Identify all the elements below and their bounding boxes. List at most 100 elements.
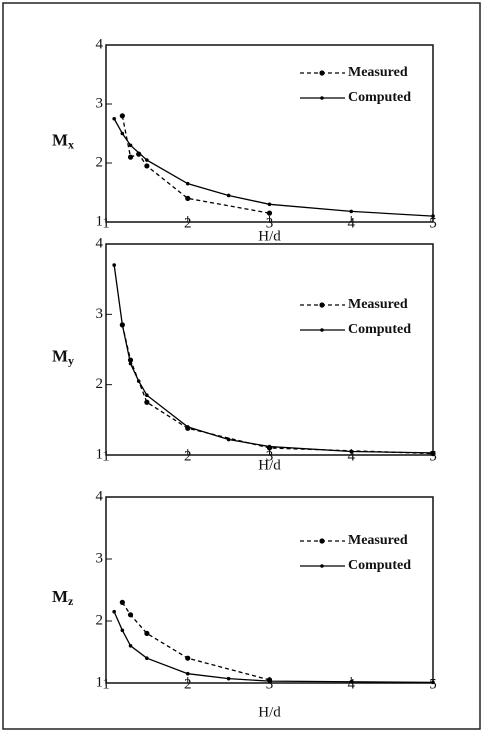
x-tick-label: 2: [184, 215, 192, 231]
point: [128, 644, 133, 648]
y-tick-label: 2: [96, 154, 104, 170]
point: [267, 444, 272, 449]
x-tick-label: 1: [102, 215, 110, 231]
point: [266, 210, 273, 216]
x-tick-label: 3: [266, 448, 274, 464]
y-axis-label-main: M: [52, 130, 68, 149]
point: [267, 202, 272, 207]
y-tick-label: 3: [96, 306, 104, 322]
point: [144, 399, 150, 405]
y-tick-label: 1: [96, 674, 104, 690]
point: [145, 393, 149, 398]
point: [226, 676, 231, 681]
y-tick-label: 1: [96, 213, 104, 229]
point: [127, 612, 134, 618]
legend-marker: [319, 538, 325, 544]
series-line: [121, 602, 270, 681]
point: [144, 163, 150, 169]
point: [226, 437, 231, 442]
point: [145, 656, 149, 660]
x-tick-label: 1: [102, 448, 110, 464]
point: [145, 158, 149, 162]
y-tick-label: 4: [96, 36, 104, 52]
x-tick-label: 3: [266, 215, 274, 231]
legend-label: Measured: [348, 65, 408, 80]
point: [120, 628, 125, 633]
series-line: [121, 324, 434, 455]
x-tick-label: 2: [184, 676, 192, 692]
point: [185, 195, 191, 201]
point: [349, 679, 354, 684]
point: [185, 425, 190, 429]
legend-label: Computed: [348, 558, 411, 573]
point: [431, 214, 435, 218]
point: [119, 113, 125, 119]
y-tick-label: 2: [96, 612, 104, 628]
point: [136, 151, 142, 157]
y-axis-label-sub: y: [68, 353, 74, 367]
point: [185, 671, 190, 676]
x-tick-label: 4: [348, 215, 356, 231]
x-tick-label: 5: [429, 448, 437, 464]
point: [349, 209, 354, 214]
x-tick-label: 5: [429, 215, 437, 231]
series-line: [121, 115, 270, 214]
point: [127, 154, 134, 160]
point: [349, 449, 354, 454]
legend-marker: [320, 328, 324, 332]
x-axis-label: H/d: [258, 457, 281, 473]
x-tick-label: 1: [102, 676, 110, 692]
point: [185, 655, 191, 661]
series-line: [113, 265, 434, 454]
point: [185, 181, 190, 186]
x-axis-label: H/d: [258, 228, 281, 244]
legend-marker: [320, 96, 324, 100]
point: [112, 116, 116, 121]
legend-label: Measured: [348, 297, 408, 312]
point: [431, 451, 435, 455]
y-tick-label: 3: [96, 550, 104, 566]
y-tick-label: 3: [96, 95, 104, 111]
y-axis-label: Mz: [52, 587, 74, 608]
legend-marker: [319, 70, 325, 76]
y-axis-label: My: [52, 346, 74, 367]
y-axis-label: Mx: [52, 130, 74, 151]
series-line: [113, 611, 434, 684]
point: [226, 193, 231, 198]
y-tick-label: 1: [96, 446, 104, 462]
point: [120, 131, 125, 136]
plot-frame: [105, 243, 434, 456]
point: [267, 679, 272, 683]
legend-marker: [319, 302, 325, 308]
point: [119, 599, 125, 606]
y-tick-label: 4: [96, 235, 104, 251]
x-tick-label: 5: [429, 676, 437, 692]
legend-label: Computed: [348, 322, 411, 337]
x-tick-label: 4: [348, 448, 356, 464]
point: [128, 143, 133, 148]
point: [431, 680, 435, 685]
x-tick-label: 4: [348, 676, 356, 692]
x-tick-label: 3: [266, 676, 274, 692]
legend-label: Computed: [348, 90, 411, 105]
series-line: [113, 118, 434, 217]
y-axis-label-sub: z: [68, 594, 74, 608]
point: [112, 263, 116, 267]
y-axis-label-main: M: [52, 346, 68, 365]
point: [136, 379, 141, 383]
y-tick-label: 2: [96, 376, 104, 392]
x-tick-label: 2: [184, 448, 192, 464]
y-axis-label-sub: x: [68, 137, 74, 151]
point: [120, 323, 125, 327]
point: [128, 361, 133, 366]
point: [112, 609, 116, 614]
point: [144, 630, 150, 637]
x-axis-label: H/d: [258, 704, 281, 720]
y-tick-label: 4: [96, 488, 104, 504]
legend-marker: [320, 564, 324, 568]
legend-label: Measured: [348, 533, 408, 548]
plot-frame: [105, 496, 434, 684]
y-axis-label-main: M: [52, 587, 68, 606]
